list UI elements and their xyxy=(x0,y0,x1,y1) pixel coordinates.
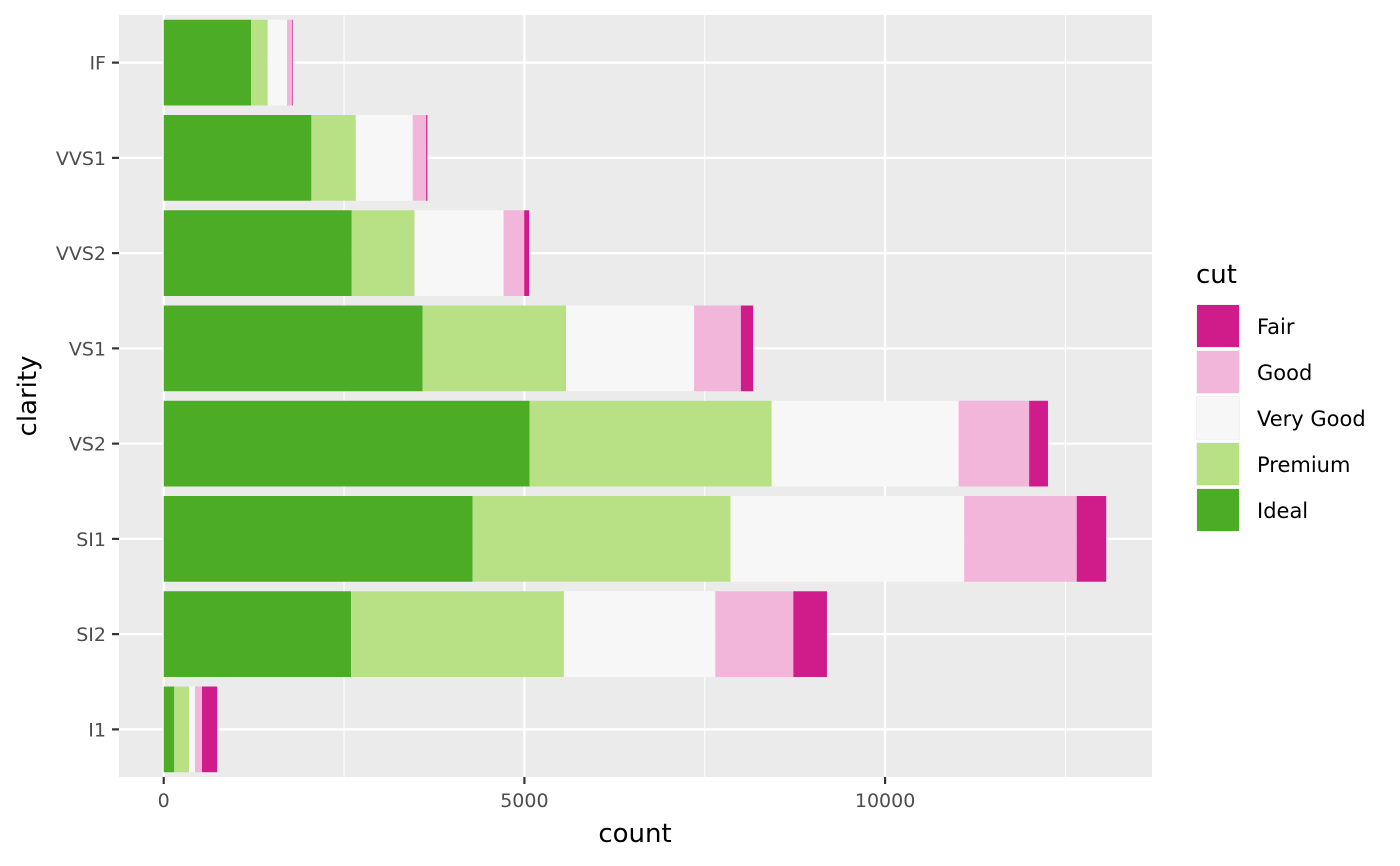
bar-si1-premium xyxy=(472,496,731,582)
bar-vs1-very-good xyxy=(566,305,695,392)
bar-vvs1-good xyxy=(412,115,427,201)
legend-label: Good xyxy=(1257,361,1312,385)
bar-vvs2-very-good xyxy=(414,210,504,296)
bar-vvs1-very-good xyxy=(355,115,413,201)
bar-if-very-good xyxy=(267,19,288,106)
legend-title: cut xyxy=(1196,260,1237,290)
bar-si2-premium xyxy=(351,591,564,677)
legend-label: Ideal xyxy=(1257,499,1308,523)
bar-si2-fair xyxy=(793,591,827,677)
bar-vs2-premium xyxy=(529,400,772,487)
y-tick-label: VS1 xyxy=(69,338,106,360)
bar-vs2-good xyxy=(958,400,1030,487)
bar-si1-ideal xyxy=(163,496,473,582)
bar-si2-very-good xyxy=(563,591,716,677)
bar-vs2-ideal xyxy=(163,400,530,487)
y-tick-label: IF xyxy=(89,53,106,75)
legend-label: Very Good xyxy=(1257,407,1366,431)
bar-vs2-very-good xyxy=(771,400,959,487)
bar-vs2-fair xyxy=(1029,400,1048,487)
x-axis: 0 5000 10000 xyxy=(158,777,915,812)
x-tick-label: 10000 xyxy=(855,790,915,812)
x-tick-label: 0 xyxy=(158,790,170,812)
legend-swatch-good xyxy=(1197,351,1239,393)
bar-i1-good xyxy=(195,686,203,773)
bar-i1-ideal xyxy=(163,686,175,773)
bar-i1-premium xyxy=(174,686,190,773)
legend-label: Fair xyxy=(1257,315,1295,339)
y-axis-title: clarity xyxy=(13,356,43,437)
y-tick-label: VS2 xyxy=(69,434,106,456)
bar-if-ideal xyxy=(163,19,252,106)
bar-vvs2-fair xyxy=(524,210,530,296)
bar-vvs1-premium xyxy=(311,115,356,201)
bar-if-premium xyxy=(251,19,268,106)
bar-si2-good xyxy=(715,591,794,677)
y-tick-label: SI1 xyxy=(76,529,106,551)
bar-si1-fair xyxy=(1076,496,1107,582)
bar-vvs2-premium xyxy=(351,210,415,296)
bar-vs1-premium xyxy=(422,305,567,392)
x-tick-label: 5000 xyxy=(500,790,548,812)
legend: cut Fair Good Very Good Premium Ideal xyxy=(1196,260,1366,532)
bar-i1-fair xyxy=(202,686,218,773)
legend-swatch-premium xyxy=(1197,443,1239,485)
bar-si1-very-good xyxy=(730,496,965,582)
legend-swatch-ideal xyxy=(1197,489,1239,531)
bar-vs1-fair xyxy=(740,305,754,392)
x-axis-title: count xyxy=(598,819,671,849)
legend-swatch-fair xyxy=(1197,305,1239,347)
bar-i1-very-good xyxy=(189,686,196,773)
bar-vvs2-ideal xyxy=(163,210,352,296)
y-tick-label: VVS1 xyxy=(56,148,106,170)
bar-si1-good xyxy=(964,496,1077,582)
y-tick-label: SI2 xyxy=(76,624,106,646)
y-tick-label: I1 xyxy=(88,719,106,741)
bar-vvs1-ideal xyxy=(163,115,312,201)
bar-if-good xyxy=(287,19,293,106)
bars xyxy=(163,19,1107,773)
bar-vvs1-fair xyxy=(426,115,428,201)
legend-label: Premium xyxy=(1257,453,1350,477)
bar-vs1-good xyxy=(694,305,741,392)
y-tick-label: VVS2 xyxy=(56,243,106,265)
bar-si2-ideal xyxy=(163,591,352,677)
bar-vvs2-good xyxy=(503,210,525,296)
bar-if-fair xyxy=(292,19,293,106)
bar-vs1-ideal xyxy=(163,305,423,392)
y-axis: IF VVS1 VVS2 VS1 VS2 SI1 SI2 I1 xyxy=(56,53,119,741)
legend-swatch-very-good xyxy=(1197,397,1239,439)
